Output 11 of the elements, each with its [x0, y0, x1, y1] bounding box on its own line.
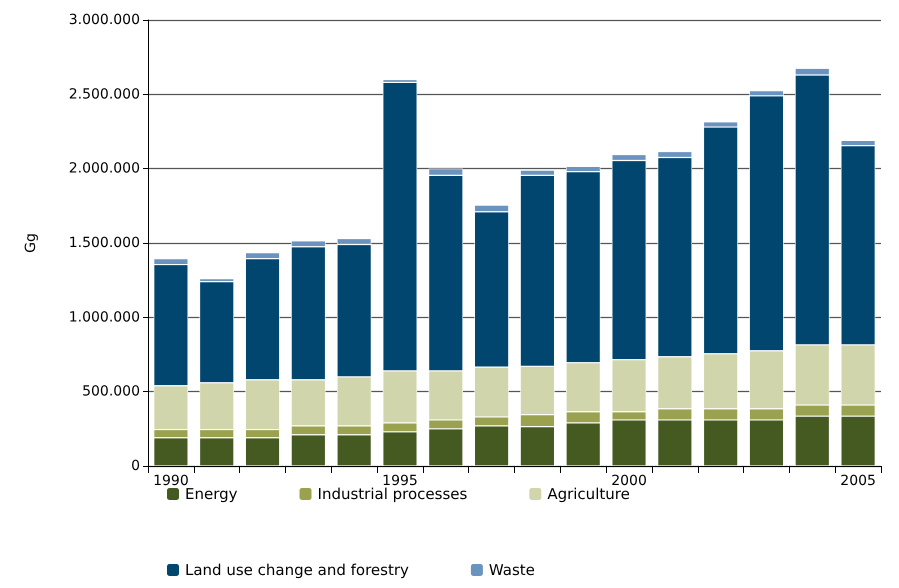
y-tick-label: 3.000.000	[68, 12, 140, 28]
legend-label: Land use change and forestry	[185, 561, 410, 579]
y-tick-label: 2.000.000	[68, 160, 140, 177]
legend-label: Waste	[488, 561, 535, 579]
x-tick-label: 2005	[840, 473, 876, 489]
y-tick-label: 2.500.000	[68, 86, 140, 102]
y-tick-label: 500.000	[82, 384, 140, 400]
y-tick-label: 1.000.000	[68, 309, 140, 326]
y-tick-label: 1.500.000	[68, 235, 140, 251]
y-axis-title: Gg	[23, 233, 39, 253]
y-tick-label: 0	[131, 458, 140, 474]
